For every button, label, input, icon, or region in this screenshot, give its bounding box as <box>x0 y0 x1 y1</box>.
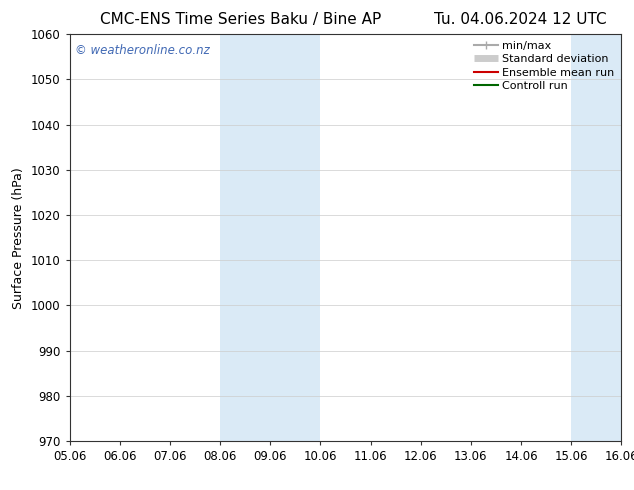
Bar <box>220 34 320 441</box>
Text: © weatheronline.co.nz: © weatheronline.co.nz <box>75 45 210 57</box>
Legend: min/max, Standard deviation, Ensemble mean run, Controll run: min/max, Standard deviation, Ensemble me… <box>469 37 619 96</box>
Bar <box>571 34 634 441</box>
Text: Tu. 04.06.2024 12 UTC: Tu. 04.06.2024 12 UTC <box>434 12 606 27</box>
Text: CMC-ENS Time Series Baku / Bine AP: CMC-ENS Time Series Baku / Bine AP <box>100 12 382 27</box>
Y-axis label: Surface Pressure (hPa): Surface Pressure (hPa) <box>13 167 25 309</box>
